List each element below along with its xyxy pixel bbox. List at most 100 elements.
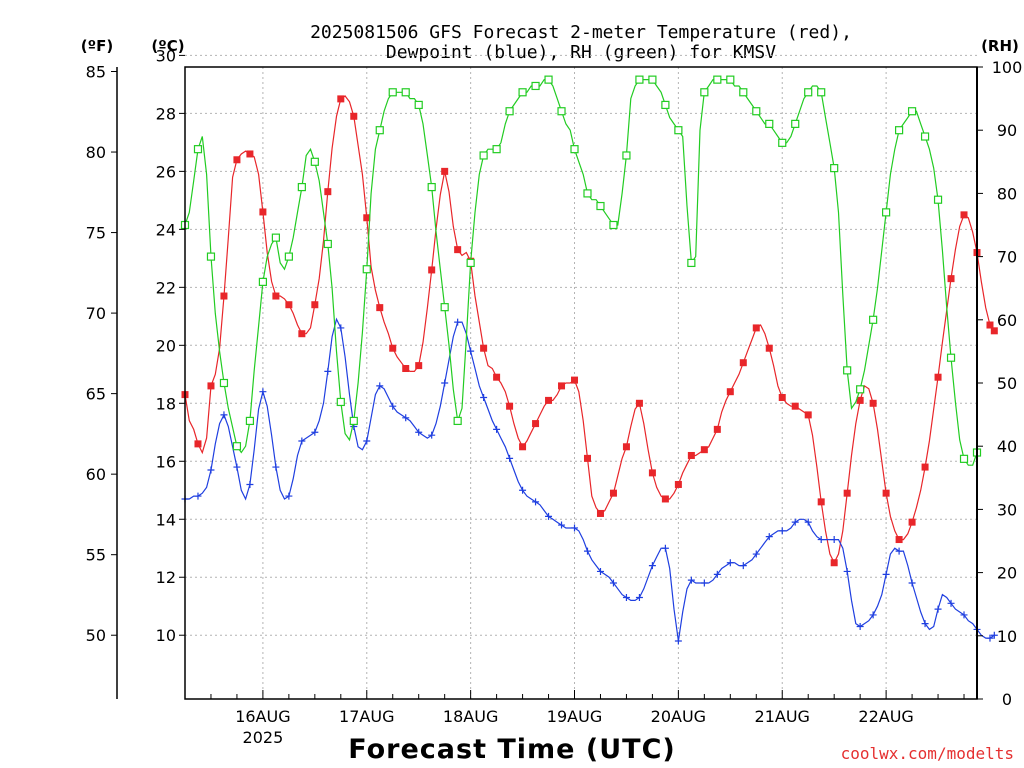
rh-point [375,126,384,135]
dewpoint-point [207,466,215,474]
temperature-point [661,495,669,503]
fahrenheit-tick-label: 55 [86,546,106,565]
dewpoint-point [558,521,566,529]
rh-point [726,75,735,84]
fahrenheit-tick-label: 50 [86,626,106,645]
celsius-tick-label: 16 [156,452,176,471]
rh-point [284,252,293,261]
temperature-point [674,480,682,488]
dewpoint-point [272,463,280,471]
dewpoint-point [700,579,708,587]
temperature-point [990,327,998,335]
rh-point [336,397,345,407]
temperature-point [402,365,410,373]
rh-point [907,107,917,116]
dewpoint-point [571,524,579,532]
rh-point [752,107,761,116]
dewpoint-point [921,620,929,628]
rh-point [804,88,813,97]
celsius-tick-label: 30 [156,46,176,65]
rh-point [518,88,527,97]
dewpoint-point [843,567,851,575]
temperature-point [220,292,228,300]
x-tick-label: 21AUG [755,707,810,726]
rh-point [388,88,397,97]
temperature-point [895,536,903,544]
dewpoint-point [519,486,527,494]
x-axis-label: Forecast Time (UTC) [348,734,675,765]
fahrenheit-tick-label: 70 [86,304,106,323]
dewpoint-point [726,559,734,567]
dewpoint-point [220,411,228,419]
dewpoint-point [596,567,604,575]
temperature-point [493,373,501,381]
temperature-point [233,156,241,164]
temperature-point [778,393,786,401]
temperature-point [519,443,527,451]
temperature-point [635,399,643,407]
dewpoint-point [713,570,721,578]
rh-point [856,385,865,394]
dewpoint-point [506,454,514,462]
temperature-point [454,246,462,254]
temperature-point [622,443,630,451]
rh-tick-label: 10 [997,627,1017,646]
rh-tick-label: 80 [997,184,1017,203]
temperature-point [700,446,708,454]
temperature-point [532,420,540,428]
temperature-point [791,402,799,410]
dewpoint-point [778,527,786,535]
dewpoint-point [752,550,760,558]
rh-tick-label: 50 [997,374,1017,393]
temperature-point [194,440,202,448]
dewpoint-point [739,562,747,570]
rh-point [531,81,540,91]
rh-tick-label: 100 [992,58,1023,77]
rh-point [933,195,943,204]
dewpoint-point [960,611,968,619]
dewpoint-point [363,437,371,445]
fahrenheit-tick-label: 60 [86,465,106,484]
rh-point [219,378,229,388]
rh-point [544,75,553,84]
watermark: coolwx.com/modelts [841,744,1014,763]
rh-point [505,107,514,116]
dewpoint-point [990,631,998,639]
fahrenheit-tick-label: 85 [86,63,106,82]
temperature-point [830,559,838,567]
rh-unit-label: (RH) [981,37,1019,55]
series-layer [180,75,998,645]
rh-point [323,239,332,249]
rh-point [479,151,488,160]
dewpoint-point [635,594,643,602]
rh-point [920,132,930,141]
rh-point [440,303,449,312]
temperature-point [934,373,942,381]
rh-point [959,454,969,463]
rh-point [869,315,878,324]
temperature-point [856,396,864,404]
dewpoint-point [934,605,942,613]
temperature-point [713,425,721,433]
temperature-line [184,95,995,565]
dewpoint-point [376,382,384,390]
temperature-point [363,214,371,222]
temperature-point [882,489,890,497]
x-tick-label: 16AUG [235,707,290,726]
dewpoint-point [895,547,903,555]
dewpoint-point [817,536,825,544]
rh-tick-label: 30 [997,500,1017,519]
dewpoint-point [441,379,449,387]
celsius-tick-label: 22 [156,278,176,297]
rh-tick-label: 0 [1002,690,1012,709]
celsius-tick-label: 12 [156,568,176,587]
temperature-point [687,451,695,459]
dewpoint-point [545,512,553,520]
dewpoint-point [389,402,397,410]
dewpoint-point [428,431,436,439]
rh-point [609,220,618,230]
rh-point [401,88,410,97]
dewpoint-point [765,533,773,541]
rh-point [687,258,696,268]
dewpoint-point [583,547,591,555]
